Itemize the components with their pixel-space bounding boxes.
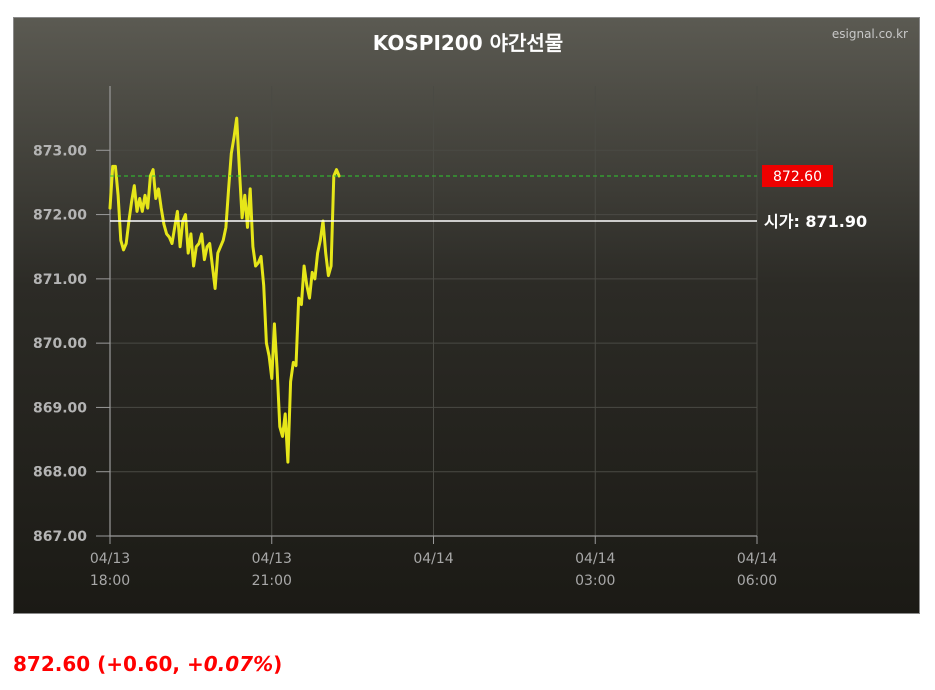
x-tick-date: 04/14	[575, 551, 615, 567]
x-tick-date: 04/14	[737, 551, 777, 567]
quote-change: (+0.60,	[97, 652, 187, 676]
x-tick-date: 04/13	[252, 551, 292, 567]
quote-change-percent: +0.07%	[186, 652, 274, 676]
y-tick-label: 873.00	[33, 143, 87, 159]
x-tick-time: 18:00	[90, 573, 130, 589]
price-quote: 872.60 (+0.60, +0.07%)	[13, 652, 282, 676]
x-tick-time: 21:00	[252, 573, 292, 589]
chart-background	[14, 18, 919, 613]
y-tick-label: 870.00	[33, 336, 87, 352]
quote-price: 872.60	[13, 652, 91, 676]
price-series-line	[108, 116, 341, 464]
last-price-label: 872.60	[773, 169, 822, 185]
watermark: esignal.co.kr	[832, 27, 908, 41]
y-tick-label: 867.00	[33, 529, 87, 545]
quote-close-paren: )	[273, 652, 283, 676]
x-tick-date: 04/13	[90, 551, 130, 567]
y-tick-label: 872.00	[33, 208, 87, 224]
last-price-box	[762, 165, 833, 187]
chart-title: KOSPI200 야간선물	[373, 31, 563, 55]
x-tick-time: 03:00	[575, 573, 615, 589]
y-tick-label: 871.00	[33, 272, 87, 288]
x-tick-time: 06:00	[737, 573, 777, 589]
y-tick-label: 869.00	[33, 400, 87, 416]
open-price-label: 시가: 871.90	[764, 212, 867, 231]
x-tick-date: 04/14	[413, 551, 453, 567]
y-tick-label: 868.00	[33, 465, 87, 481]
chart-panel	[13, 17, 920, 614]
